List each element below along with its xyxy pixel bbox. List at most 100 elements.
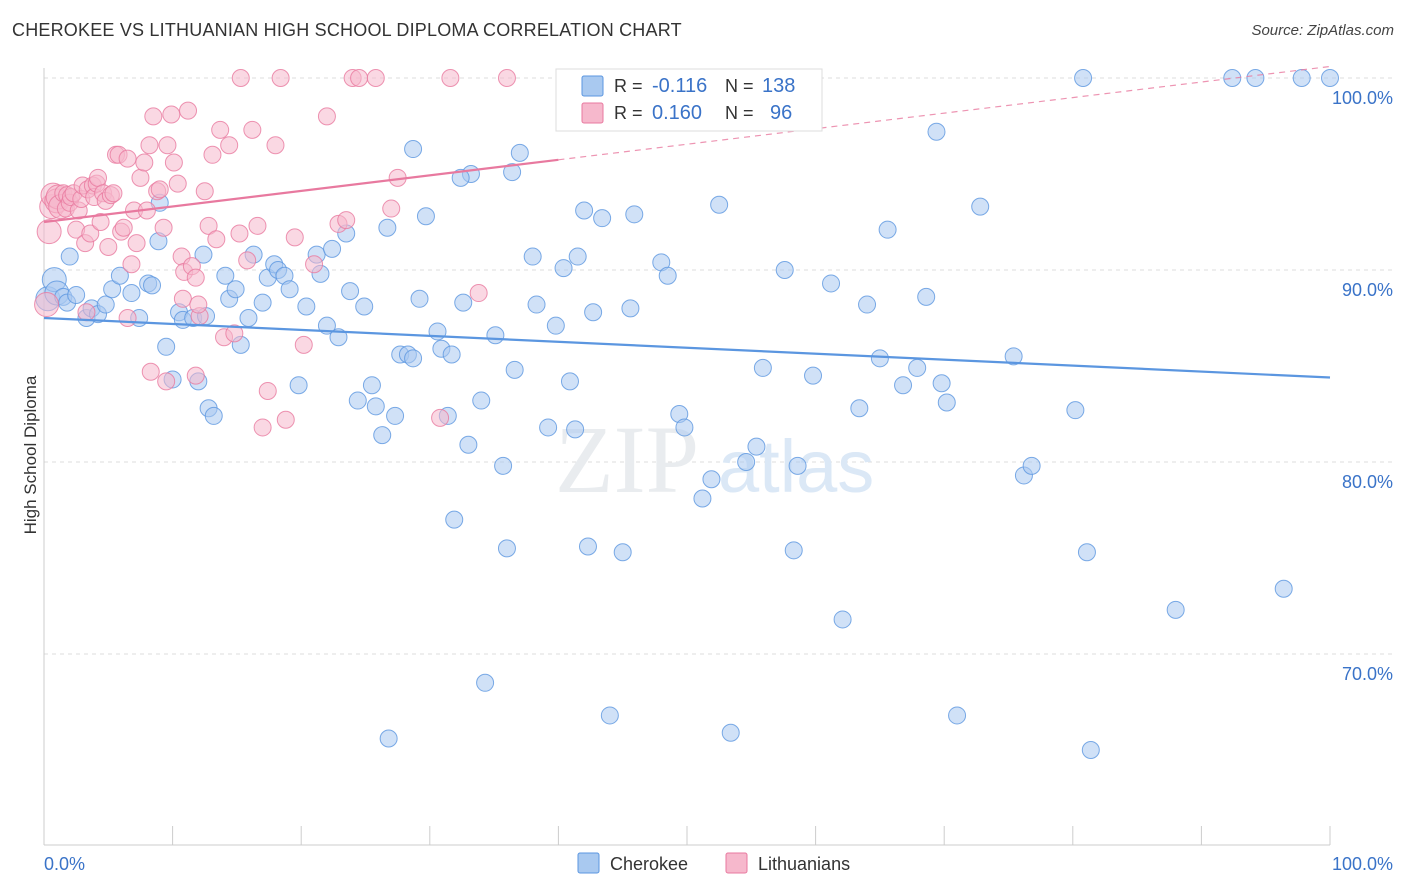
data-point (416, 207, 435, 226)
data-point (114, 218, 133, 237)
data-point (366, 69, 385, 87)
chart-source: Source: ZipAtlas.com (1251, 22, 1394, 39)
data-point (546, 316, 565, 335)
data-point (341, 282, 360, 301)
y-axis-title: High School Diploma (21, 375, 40, 534)
data-point (472, 391, 491, 410)
x-tick-label: 0.0% (44, 854, 85, 874)
data-point (788, 456, 807, 475)
data-point (378, 218, 397, 237)
data-point (932, 374, 951, 393)
trend-layer (43, 65, 1331, 379)
stats-swatch-lithuanians (581, 102, 604, 124)
data-point (568, 247, 587, 266)
data-point (230, 224, 249, 243)
data-point (721, 723, 740, 742)
data-point (486, 326, 505, 345)
data-point (122, 255, 141, 274)
data-point (110, 266, 129, 285)
data-point (1223, 69, 1242, 87)
data-point (878, 220, 897, 239)
stats-swatch-cherokee (581, 75, 604, 97)
data-point (1246, 69, 1265, 87)
data-point (523, 247, 542, 266)
data-point (285, 228, 304, 247)
data-point (613, 543, 632, 562)
data-point (527, 295, 546, 314)
data-point (737, 453, 756, 471)
data-point (494, 456, 513, 475)
data-point (575, 201, 594, 220)
data-point (858, 295, 877, 314)
grid-lines (44, 77, 1392, 655)
data-point (702, 470, 721, 489)
data-point (168, 174, 187, 193)
data-point (258, 381, 277, 400)
data-point (350, 69, 369, 87)
data-point (348, 391, 367, 410)
data-point (141, 362, 160, 381)
data-point (454, 293, 473, 312)
data-point (908, 358, 927, 377)
data-point (266, 136, 285, 155)
data-point (621, 299, 640, 318)
stats-r-label-1: R = (614, 76, 643, 96)
x-tick-label: 100.0% (1332, 854, 1393, 874)
data-point (67, 285, 86, 304)
data-point (99, 237, 118, 256)
data-point (204, 406, 223, 425)
data-point (1074, 69, 1093, 87)
stats-n-label-2: N = (725, 103, 754, 123)
data-point (1321, 69, 1339, 87)
y-tick-label: 100.0% (1332, 88, 1393, 108)
data-point (355, 297, 374, 316)
data-point (271, 69, 290, 87)
data-point (164, 153, 183, 172)
data-point (337, 211, 356, 230)
trend-line-extension-lithuanians (558, 65, 1331, 161)
stats-r-value-1: -0.116 (652, 75, 707, 97)
y-tick-label: 90.0% (1342, 280, 1393, 300)
data-point (239, 309, 258, 327)
data-point (539, 418, 558, 437)
legend-swatch-lithuanians (725, 852, 748, 874)
data-point (373, 426, 392, 445)
data-point (894, 376, 913, 395)
data-point (317, 107, 336, 126)
data-point (560, 372, 579, 391)
y-tick-label: 80.0% (1342, 472, 1393, 492)
data-point (510, 143, 529, 162)
y-tick-label: 70.0% (1342, 664, 1393, 684)
data-point (431, 408, 450, 427)
data-point (476, 673, 495, 692)
data-point (216, 266, 235, 285)
data-point (231, 69, 250, 87)
data-point (248, 216, 267, 235)
data-point (593, 209, 612, 228)
data-point (122, 284, 141, 303)
series-lithuanians (34, 69, 516, 437)
legend-label-lithuanians: Lithuanians (758, 854, 850, 874)
data-point (225, 324, 244, 343)
stats-legend: R = -0.116 N = 138 R = 0.160 N = 96 (555, 68, 823, 132)
stats-r-label-2: R = (614, 103, 643, 123)
data-point (199, 216, 218, 235)
series-layer (34, 69, 1339, 759)
data-point (1081, 741, 1100, 759)
data-point (186, 268, 205, 287)
data-point (186, 366, 205, 385)
data-point (948, 706, 967, 725)
data-point (927, 122, 946, 141)
data-point (211, 120, 230, 139)
data-point (625, 205, 644, 224)
data-point (404, 140, 423, 159)
data-point (131, 168, 150, 187)
data-point (207, 230, 226, 249)
data-point (505, 360, 524, 379)
data-point (658, 266, 677, 285)
data-point (578, 537, 597, 556)
legend-label-cherokee: Cherokee (610, 854, 688, 874)
data-point (675, 418, 694, 437)
data-point (469, 284, 488, 303)
